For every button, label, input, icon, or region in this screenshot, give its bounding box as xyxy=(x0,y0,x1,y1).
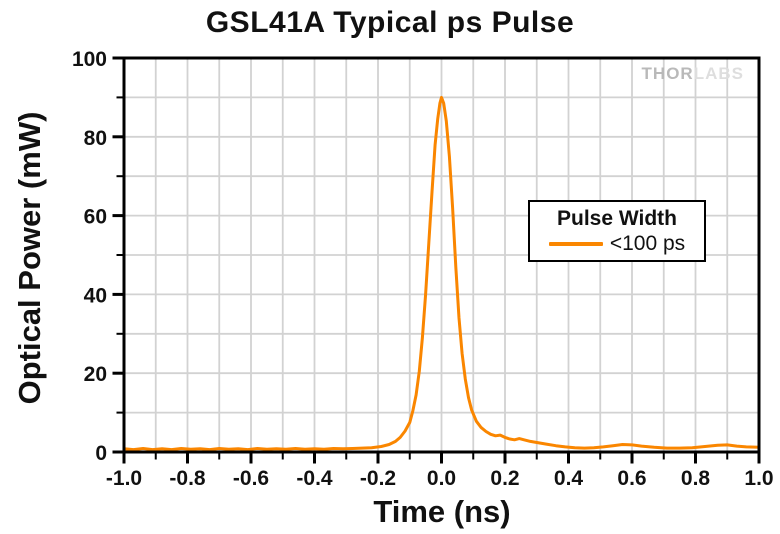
chart-title: GSL41A Typical ps Pulse xyxy=(205,6,575,39)
x-tick-label: 0.6 xyxy=(617,467,646,490)
x-tick-label: -0.6 xyxy=(233,467,269,490)
x-tick-label: -0.8 xyxy=(169,467,206,490)
y-tick-label: 0 xyxy=(95,442,107,465)
legend-line-sample xyxy=(548,241,603,246)
x-axis-title: Time (ns) xyxy=(373,494,511,529)
plot-frame xyxy=(122,56,761,454)
x-tick-label: 0.8 xyxy=(681,467,711,490)
y-tick-label: 40 xyxy=(84,284,107,307)
y-tick-label: 60 xyxy=(84,206,107,229)
thorlabs-watermark-thor: THOR xyxy=(641,64,694,83)
x-tick-label: 0.0 xyxy=(427,467,456,490)
x-tick-label: -0.4 xyxy=(296,467,333,490)
x-tick-label: 1.0 xyxy=(744,467,773,490)
x-tick-label: -0.2 xyxy=(360,467,396,490)
legend: Pulse Width <100 ps xyxy=(528,200,706,262)
x-tick-label: -1.0 xyxy=(106,467,142,490)
y-tick-label: 20 xyxy=(84,363,107,386)
y-axis-title: Optical Power (mW) xyxy=(12,111,47,405)
y-tick-label: 80 xyxy=(84,127,107,150)
legend-entry-label: <100 ps xyxy=(609,232,686,255)
legend-row: <100 ps xyxy=(548,232,686,255)
thorlabs-watermark-labs: LABS xyxy=(693,64,744,83)
thorlabs-watermark: THORLABS xyxy=(642,65,744,82)
pulse-curve xyxy=(122,95,761,452)
x-tick-label: 0.4 xyxy=(554,467,584,490)
x-tick-label: 0.2 xyxy=(490,467,519,490)
y-tick-label: 100 xyxy=(72,48,107,71)
legend-title: Pulse Width xyxy=(557,207,677,230)
